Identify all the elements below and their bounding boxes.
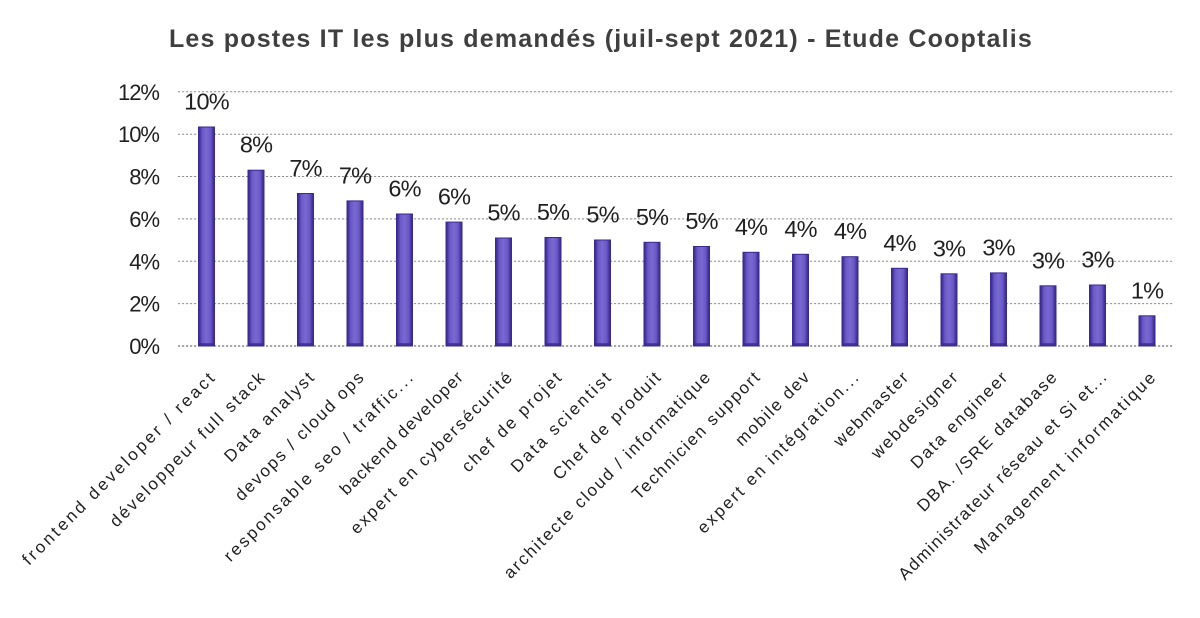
svg-text:10%: 10% [184,89,230,115]
svg-text:5%: 5% [537,199,570,225]
svg-text:2%: 2% [129,292,159,317]
svg-text:3%: 3% [1032,247,1065,273]
svg-text:5%: 5% [586,202,619,228]
svg-text:5%: 5% [487,200,520,226]
svg-text:12%: 12% [118,80,159,105]
svg-text:4%: 4% [129,249,159,274]
svg-text:5%: 5% [636,204,669,230]
svg-text:1%: 1% [1131,277,1164,303]
svg-text:3%: 3% [1081,247,1114,273]
svg-text:4%: 4% [784,216,817,242]
svg-text:8%: 8% [240,132,273,158]
svg-text:4%: 4% [735,214,768,240]
svg-text:8%: 8% [129,165,159,190]
svg-text:10%: 10% [118,122,159,147]
svg-text:7%: 7% [339,162,372,188]
svg-text:6%: 6% [438,184,471,210]
svg-text:4%: 4% [834,218,867,244]
svg-text:6%: 6% [388,176,421,202]
svg-text:5%: 5% [685,208,718,234]
svg-text:3%: 3% [933,235,966,261]
svg-text:0%: 0% [129,334,159,359]
svg-text:7%: 7% [289,155,322,181]
svg-text:Les postes IT les plus demandé: Les postes IT les plus demandés (juil-se… [169,25,1033,53]
svg-text:3%: 3% [982,234,1015,260]
svg-text:6%: 6% [129,207,159,232]
svg-text:4%: 4% [883,230,916,256]
